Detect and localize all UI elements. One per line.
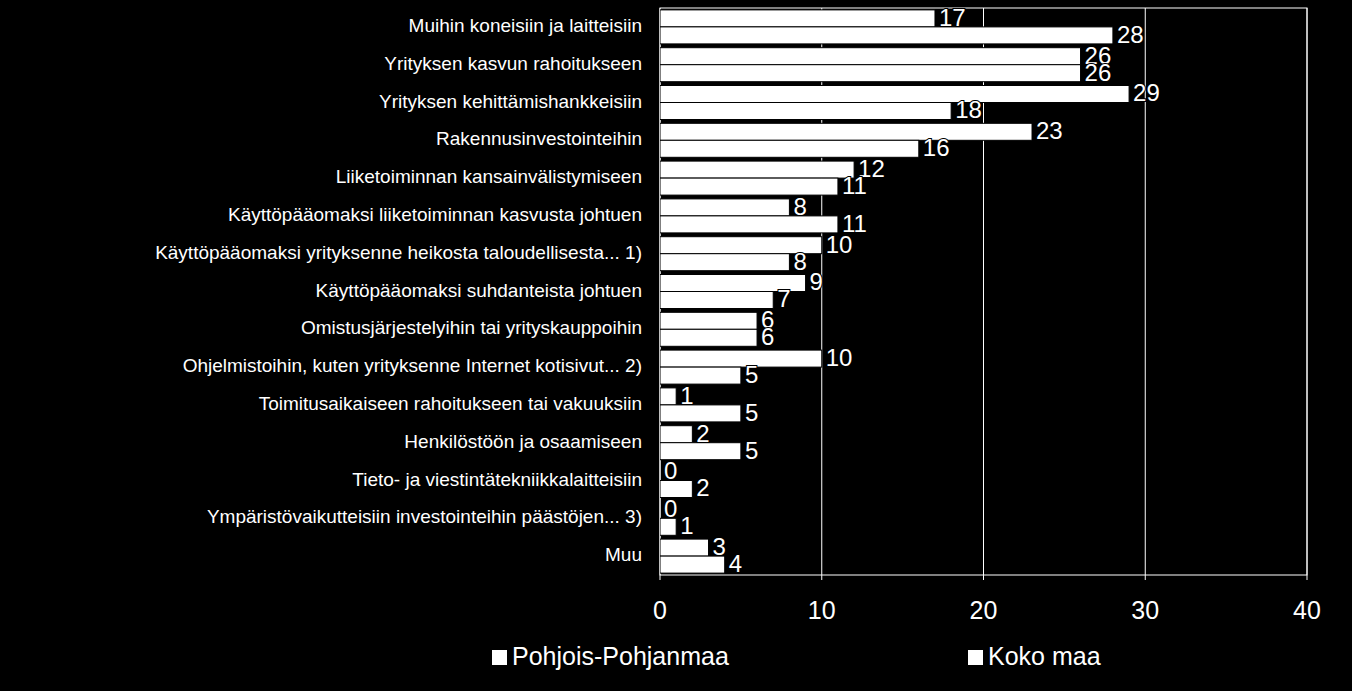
bar [660, 539, 709, 556]
tick [660, 575, 661, 580]
data-label: 8 [793, 193, 806, 220]
bar [660, 161, 854, 178]
data-label: 2 [696, 420, 709, 447]
legend-label: Pohjois-Pohjanmaa [512, 642, 729, 670]
data-label: 7 [777, 285, 790, 312]
legend-swatch [968, 650, 983, 665]
data-label: 4 [729, 550, 742, 577]
data-label: 16 [923, 134, 950, 161]
category-label: Liiketoiminnan kansainvälistymiseen [336, 166, 642, 187]
data-label: 9 [810, 268, 823, 295]
category-label: Tieto- ja viestintätekniikkalaitteisiin [352, 469, 642, 490]
category-label: Käyttöpääomaksi liiketoiminnan kasvusta … [228, 204, 642, 225]
data-label: 5 [745, 361, 758, 388]
data-label: 3 [713, 533, 726, 560]
legend-label: Koko maa [988, 642, 1101, 670]
category-label: Ympäristövaikutteisiin investointeihin p… [207, 506, 642, 527]
bar [660, 86, 1129, 103]
tick-label: 0 [653, 596, 667, 624]
category-label: Yrityksen kasvun rahoitukseen [384, 53, 642, 74]
bar [660, 350, 822, 367]
data-label: 10 [826, 344, 853, 371]
data-label: 28 [1117, 21, 1144, 48]
bar [660, 65, 1081, 82]
bar [660, 216, 838, 233]
bar [660, 10, 935, 27]
bar [660, 178, 838, 195]
category-label: Ohjelmistoihin, kuten yrityksenne Intern… [183, 355, 642, 376]
data-label: 11 [842, 172, 867, 199]
legend-swatch [492, 650, 507, 665]
bar [660, 426, 692, 443]
bar [660, 199, 789, 216]
bar [660, 367, 741, 384]
bar [660, 329, 757, 346]
bar [660, 123, 1032, 140]
chart: 1728262629182316121181110897661051525020… [0, 0, 1352, 691]
tick-label: 40 [1293, 596, 1321, 624]
labels: 1728262629182316121181110897661051525020… [664, 4, 1160, 577]
data-label: 6 [761, 323, 774, 350]
bar [660, 464, 661, 481]
category-label: Yrityksen kehittämishankkeisiin [379, 91, 642, 112]
bar [660, 388, 676, 405]
bar [660, 27, 1113, 44]
data-label: 5 [745, 437, 758, 464]
data-label: 29 [1133, 79, 1160, 106]
data-label: 1 [680, 512, 693, 539]
bar [660, 103, 951, 120]
tick [821, 575, 822, 580]
bar [660, 48, 1081, 65]
data-label: 8 [793, 248, 806, 275]
bar [660, 312, 757, 329]
category-label: Henkilöstöön ja osaamiseen [404, 431, 642, 452]
category-label: Käyttöpääomaksi suhdanteista johtuen [316, 280, 642, 301]
data-label: 5 [745, 399, 758, 426]
tick-label: 20 [970, 596, 998, 624]
category-label: Muihin koneisiin ja laitteisiin [409, 15, 642, 36]
tick-label: 30 [1131, 596, 1159, 624]
tick [983, 575, 984, 580]
data-label: 0 [664, 495, 677, 522]
data-label: 1 [680, 382, 693, 409]
data-label: 2 [696, 474, 709, 501]
data-label: 23 [1036, 117, 1063, 144]
bar [660, 254, 789, 271]
bars [660, 10, 1129, 573]
bar [660, 292, 773, 309]
plot-frame [660, 8, 1307, 575]
data-label: 10 [826, 231, 853, 258]
tick [1145, 575, 1146, 580]
category-label: Omistusjärjestelyihin tai yrityskauppoih… [301, 317, 642, 338]
data-label: 0 [664, 457, 677, 484]
category-label: Toimitusaikaiseen rahoitukseen tai vakuu… [259, 393, 642, 414]
category-label: Rakennusinvestointeihin [436, 128, 642, 149]
tick-label: 10 [808, 596, 836, 624]
background [0, 0, 1352, 691]
data-label: 26 [1085, 59, 1112, 86]
category-label: Muu [605, 544, 642, 565]
data-label: 18 [955, 96, 982, 123]
data-label: 17 [939, 4, 966, 31]
category-label: Käyttöpääomaksi yrityksenne heikosta tal… [155, 242, 642, 263]
bar [660, 501, 661, 518]
tick [1307, 575, 1308, 580]
